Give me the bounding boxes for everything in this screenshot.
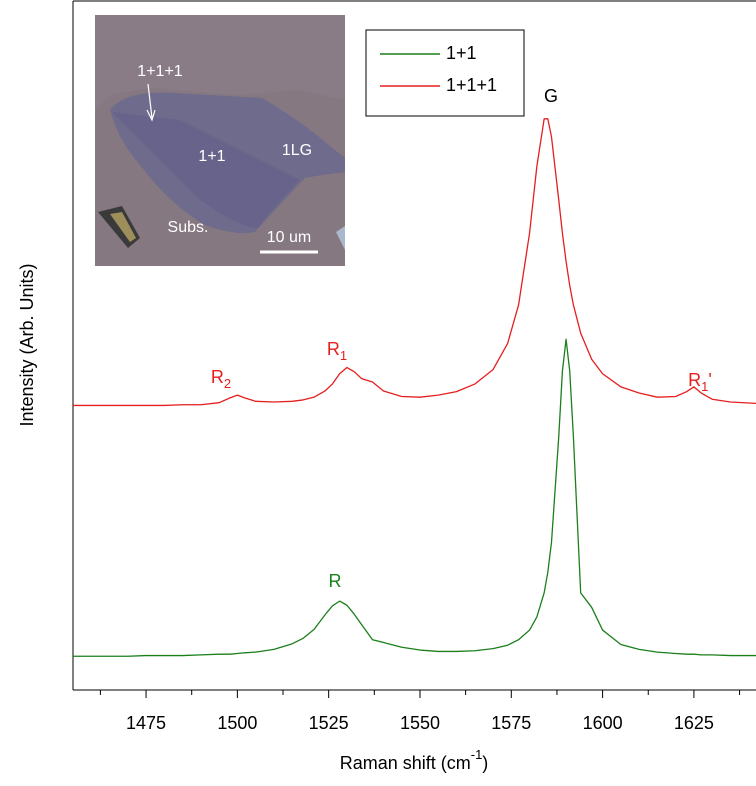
peak-label-text: R [211,367,224,387]
x-tick-label: 1500 [217,713,257,733]
peak-label-text: R [688,370,701,390]
legend-label: 1+1 [446,43,477,63]
x-tick-label: 1550 [400,713,440,733]
peak-label: R [329,571,342,591]
peak-label-text: G [544,86,558,106]
x-axis-label-suffix: ) [482,753,488,773]
x-tick-label: 1475 [126,713,166,733]
inset-arrow [147,83,153,119]
peak-label-sub: 1 [340,348,347,363]
series-line [73,338,756,657]
inset-label: 1+1 [198,148,225,165]
x-tick-label: 1625 [674,713,714,733]
inset-label: 1LG [282,142,312,159]
y-axis-label: Intensity (Arb. Units) [17,263,37,426]
x-tick-label: 1525 [309,713,349,733]
legend-label: 1+1+1 [446,75,497,95]
x-axis-label: Raman shift (cm-1) [340,747,489,772]
peak-label-sub: 1 [701,379,708,394]
peak-label-text: R [329,571,342,591]
peak-label-sub: 2 [224,376,231,391]
inset-label: 1+1+1 [137,63,182,80]
scale-bar-label: 10 um [267,229,311,246]
peak-label: R1' [688,370,712,395]
series-line [73,118,756,407]
inset-image: 1+1+1 1+1 1LG Subs. 10 um [95,15,345,266]
peak-label: G [544,86,558,106]
peak-label-text: R [327,339,340,359]
inset-label: Subs. [168,219,209,236]
x-axis-label-text: Raman shift (cm [340,753,471,773]
legend: 1+1 1+1+1 [365,29,525,117]
x-axis-label-sup: -1 [471,747,483,762]
peak-label: R2 [211,367,231,392]
peak-label-suffix: ' [708,370,711,390]
x-tick-label: 1600 [583,713,623,733]
x-tick-label: 1575 [491,713,531,733]
legend-box [365,29,525,117]
peak-label: R1 [327,339,347,364]
